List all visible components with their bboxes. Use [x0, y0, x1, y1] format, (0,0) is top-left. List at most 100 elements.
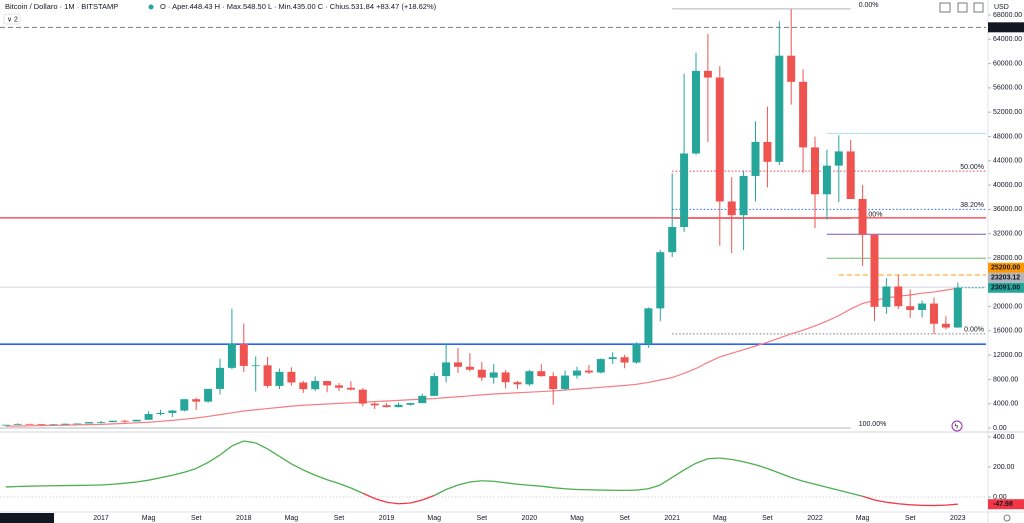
oscillator-segment — [267, 448, 280, 458]
oscillator-segment — [195, 461, 209, 470]
close-icon[interactable] — [973, 2, 984, 13]
y-tick-label: 0.00 — [993, 425, 1007, 432]
oscillator-segment — [517, 483, 530, 486]
oscillator-segment — [100, 483, 113, 486]
candle-body — [406, 403, 415, 405]
oscillator-segment — [219, 445, 233, 456]
candle-body — [275, 371, 284, 386]
candle-body — [61, 423, 70, 425]
y-tick-label: 200.00 — [993, 464, 1015, 471]
x-tick-label: Mag — [285, 515, 299, 522]
settings-icon[interactable] — [939, 2, 951, 13]
candle-body — [787, 55, 796, 82]
oscillator-segment — [410, 499, 423, 504]
y-tick-label: 0.00 — [993, 494, 1007, 501]
level-text: 50.00% — [960, 164, 984, 171]
candle-body — [573, 370, 581, 376]
candle-body — [442, 362, 451, 377]
candle-body — [454, 362, 462, 367]
candle-body — [620, 357, 629, 363]
candle-body — [668, 226, 677, 253]
y-tick-label: 64000.00 — [993, 36, 1022, 43]
candle-body — [477, 369, 486, 378]
level-text: 50.00% — [859, 211, 883, 218]
x-tick-label: Mag — [713, 515, 727, 522]
candle-body — [85, 422, 94, 424]
x-tick-label: 2022 — [807, 515, 823, 522]
candle-body — [465, 366, 474, 370]
oscillator-segment — [553, 487, 566, 490]
oscillator-segment — [814, 483, 828, 488]
y-tick-label: 32000.00 — [993, 230, 1022, 237]
oscillator-segment — [398, 502, 411, 505]
y-tick-label: 4000.00 — [993, 401, 1018, 408]
candle-body — [537, 371, 546, 377]
oscillator-segment — [731, 458, 744, 463]
candle-body — [323, 381, 332, 386]
oscillator-segment — [695, 458, 709, 464]
oscillator-segment — [303, 469, 316, 476]
oscillator-segment — [707, 457, 720, 460]
oscillator-segment — [350, 487, 364, 494]
candle-body — [941, 323, 950, 328]
candle-body — [120, 420, 129, 422]
y-tick-label: 40000.00 — [993, 182, 1022, 189]
axis-settings-icon[interactable] — [1003, 514, 1011, 522]
candle-body — [418, 395, 427, 404]
symbol-title[interactable]: Bitcoin / Dollaro · 1M · BITSTAMP — [5, 2, 118, 11]
candle-body — [227, 343, 236, 368]
candle-body — [953, 287, 962, 328]
oscillator-segment — [291, 463, 304, 471]
candle-body — [97, 422, 105, 423]
candle-body — [370, 403, 379, 406]
oscillator-segment — [910, 504, 923, 507]
candle-body — [287, 371, 296, 383]
oscillator-segment — [279, 455, 292, 465]
x-tick-label: Mag — [427, 515, 441, 522]
maximize-icon[interactable] — [957, 2, 968, 13]
candle-body — [489, 372, 498, 378]
y-tick-label: 20000.00 — [993, 303, 1022, 310]
moving-average — [5, 287, 958, 427]
candle-body — [132, 419, 141, 422]
x-tick-label: Set — [762, 515, 773, 522]
oscillator-segment — [112, 482, 125, 485]
alert-icon[interactable] — [951, 420, 963, 432]
candle-body — [251, 365, 260, 367]
oscillator-segment — [719, 457, 732, 461]
oscillator-segment — [160, 474, 173, 479]
candle-body — [846, 151, 855, 200]
oscillator-segment — [255, 442, 268, 450]
level-text: 38.20% — [960, 202, 984, 209]
oscillator-segment — [802, 480, 816, 485]
candle-body — [239, 343, 248, 366]
y-tick-label: 44000.00 — [993, 158, 1022, 165]
candle-body — [882, 286, 891, 307]
oscillator-segment — [493, 480, 506, 484]
oscillator-segment — [124, 481, 137, 484]
y-tick-label: 16000.00 — [993, 328, 1022, 335]
x-tick-label: 2020 — [522, 515, 538, 522]
candle-body — [299, 382, 308, 390]
price-label-box — [988, 22, 1024, 33]
candle-body — [680, 153, 689, 227]
candle-body — [156, 412, 165, 415]
candle-body — [561, 375, 570, 390]
oscillator-segment — [136, 479, 149, 483]
oscillator-segment — [541, 485, 554, 489]
indicators-toggle[interactable] — [3, 13, 21, 25]
candle-body — [822, 165, 831, 195]
candle-body — [25, 423, 34, 425]
oscillator-segment — [565, 488, 578, 491]
y-tick-label: 28000.00 — [993, 255, 1022, 262]
candle-body — [263, 365, 272, 386]
oscillator-segment — [767, 467, 780, 474]
candle-body — [763, 141, 772, 162]
y-tick-label: 36000.00 — [993, 206, 1022, 213]
candle-body — [1, 424, 10, 426]
x-tick-label: 2017 — [93, 515, 109, 522]
candle-body — [13, 423, 22, 425]
oscillator-segment — [898, 503, 911, 506]
